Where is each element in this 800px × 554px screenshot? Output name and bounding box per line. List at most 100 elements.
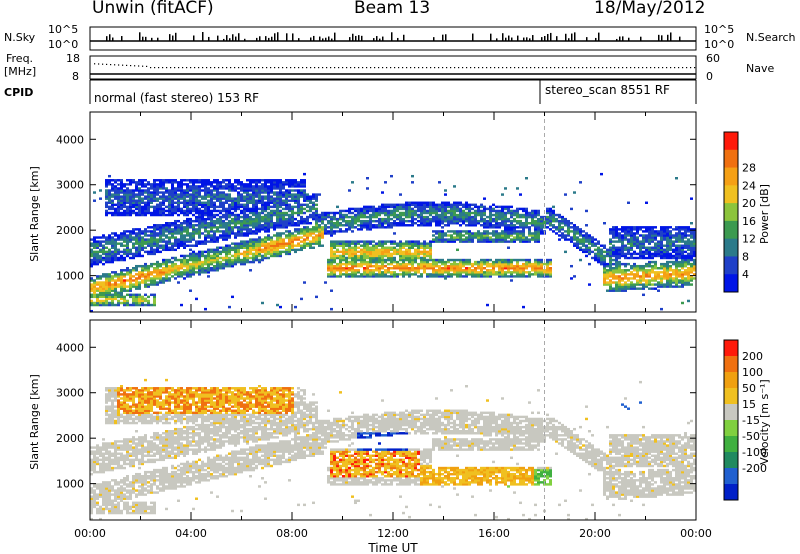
heatmap-cell [504, 264, 507, 268]
heatmap-cell [159, 181, 162, 184]
heatmap-cell [171, 193, 174, 196]
heatmap-cell [609, 273, 612, 276]
heatmap-cell [531, 236, 534, 239]
heatmap-cell [585, 244, 588, 247]
heatmap-cell [255, 179, 258, 182]
heatmap-cell [504, 234, 507, 237]
heatmap-cell [501, 193, 504, 196]
heatmap-cell [249, 238, 252, 241]
heatmap-cell [183, 238, 186, 241]
heatmap-cell [489, 226, 492, 229]
heatmap-cell [216, 248, 219, 252]
nsky-bar [238, 33, 240, 41]
heatmap-cell [108, 283, 111, 286]
heatmap-cell [294, 185, 297, 188]
heatmap-cell [105, 246, 108, 249]
heatmap-cell [297, 185, 300, 188]
heatmap-cell [264, 238, 267, 241]
heatmap-cell [366, 226, 369, 229]
heatmap-cell [243, 250, 246, 254]
heatmap-cell [357, 242, 360, 245]
heatmap-cell [153, 295, 156, 299]
heatmap-cell [624, 262, 627, 266]
heatmap-cell [276, 240, 279, 243]
heatmap-cell [162, 258, 165, 262]
heatmap-cell [129, 195, 132, 198]
heatmap-cell [330, 267, 333, 270]
heatmap-cell [246, 226, 249, 229]
heatmap-cell [600, 254, 603, 258]
heatmap-cell [411, 181, 414, 184]
heatmap-cell [327, 264, 330, 268]
heatmap-cell [441, 238, 444, 241]
heatmap-cell [366, 250, 369, 254]
heatmap-cell [138, 197, 141, 200]
heatmap-cell [159, 271, 162, 274]
heatmap-cell [195, 197, 198, 200]
heatmap-cell [603, 250, 606, 254]
heatmap-cell [294, 244, 297, 247]
heatmap-cell [189, 217, 192, 221]
heatmap-cell [261, 207, 264, 211]
heatmap-cell [603, 244, 606, 247]
heatmap-cell [201, 217, 204, 221]
heatmap-cell [402, 203, 405, 207]
heatmap-cell [216, 258, 219, 262]
heatmap-cell [105, 297, 108, 301]
heatmap-cell [243, 262, 246, 266]
heatmap-cell [288, 215, 291, 219]
heatmap-cell [393, 275, 396, 278]
heatmap-cell [93, 252, 96, 256]
heatmap-cell [231, 207, 234, 211]
heatmap-cell [213, 197, 216, 200]
heatmap-cell [246, 228, 249, 231]
heatmap-cell [120, 271, 123, 274]
heatmap-cell [204, 185, 207, 188]
heatmap-cell [438, 209, 441, 213]
heatmap-cell [261, 258, 264, 262]
heatmap-cell [141, 209, 144, 213]
heatmap-cell [276, 250, 279, 254]
heatmap-cell [243, 258, 246, 262]
heatmap-cell [138, 187, 141, 190]
heatmap-cell [267, 189, 270, 192]
heatmap-cell [342, 240, 345, 243]
heatmap-cell [102, 248, 105, 252]
heatmap-cell [150, 277, 153, 280]
heatmap-cell [114, 293, 117, 297]
heatmap-cell [408, 275, 411, 278]
heatmap-cell [162, 232, 165, 235]
heatmap-cell [108, 236, 111, 239]
heatmap-cell [177, 238, 180, 241]
heatmap-cell [312, 201, 315, 204]
heatmap-cell [132, 242, 135, 245]
heatmap-cell [156, 283, 159, 286]
heatmap-cell [105, 236, 108, 239]
heatmap-cell [183, 254, 186, 258]
heatmap-cell [357, 256, 360, 260]
heatmap-cell [153, 281, 156, 284]
heatmap-cell [300, 217, 303, 221]
heatmap-cell [147, 193, 150, 196]
heatmap-cell [495, 238, 498, 241]
heatmap-cell [279, 305, 282, 309]
heatmap-cell [255, 187, 258, 190]
heatmap-cell [516, 236, 519, 239]
freq-dot [686, 67, 688, 69]
heatmap-cell [96, 256, 99, 260]
heatmap-cell [99, 295, 102, 299]
heatmap-cell [243, 213, 246, 217]
heatmap-cell [441, 275, 444, 278]
heatmap-cell [153, 209, 156, 213]
heatmap-cell [144, 209, 147, 213]
heatmap-cell [402, 211, 405, 215]
heatmap-cell [510, 211, 513, 215]
heatmap-cell [351, 207, 354, 211]
heatmap-cell [225, 195, 228, 198]
heatmap-cell [528, 264, 531, 268]
heatmap-cell [456, 201, 459, 204]
heatmap-cell [270, 240, 273, 243]
heatmap-cell [192, 179, 195, 182]
heatmap-cell [162, 230, 165, 233]
heatmap-cell [381, 222, 384, 225]
